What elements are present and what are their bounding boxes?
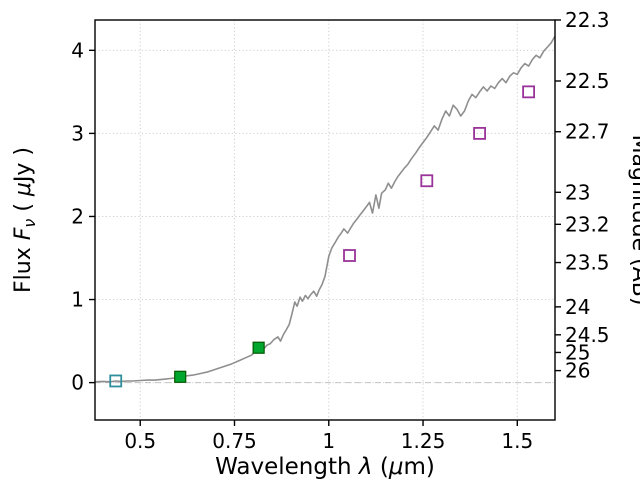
mag-tick-label: 23.5 (565, 251, 610, 275)
y-axis-title: Flux Fν ( μJy ) (11, 147, 39, 293)
mag-tick-label: 24.5 (565, 323, 610, 347)
x-tick-label: 1 (322, 429, 335, 453)
photometry-marker (174, 370, 187, 383)
right-axis-title: Magnitude (AB) (627, 135, 640, 306)
grid (95, 20, 555, 420)
y-tick-label: 3 (71, 121, 84, 145)
photometry-marker (343, 249, 356, 262)
mag-tick-label: 25 (565, 340, 590, 364)
y-tick-label: 0 (71, 371, 84, 395)
photometry-marker (522, 85, 536, 99)
x-tick-label: 0.75 (212, 429, 257, 453)
photometry-points (109, 85, 536, 388)
x-axis-title: Wavelength λ (μm) (215, 454, 435, 480)
mag-tick-label: 26 (565, 359, 590, 383)
photometry-marker (473, 126, 486, 140)
mag-tick-label: 22.3 (565, 8, 610, 32)
y-tick-label: 1 (71, 288, 84, 312)
ticks: 0.5 0.75 1 1.25 1.50123422.322.522.72323.223… (71, 8, 609, 453)
mag-tick-label: 22.5 (565, 69, 610, 93)
photometry-marker (109, 374, 123, 388)
y-tick-label: 2 (71, 204, 84, 228)
photometry-marker (252, 341, 265, 354)
plot-border (94, 19, 556, 421)
mag-tick-label: 23 (565, 180, 590, 204)
mag-tick-label: 23.2 (565, 212, 610, 236)
photometry-marker (420, 174, 434, 188)
spectrum-line (95, 35, 555, 383)
x-tick-label: 1.25 (401, 429, 446, 453)
x-tick-label: 0.5 (124, 429, 156, 453)
y-tick-label: 4 (71, 38, 84, 62)
mag-tick-label: 22.7 (565, 120, 610, 144)
mag-tick-label: 24 (565, 295, 590, 319)
x-tick-label: 1.5 (501, 429, 533, 453)
